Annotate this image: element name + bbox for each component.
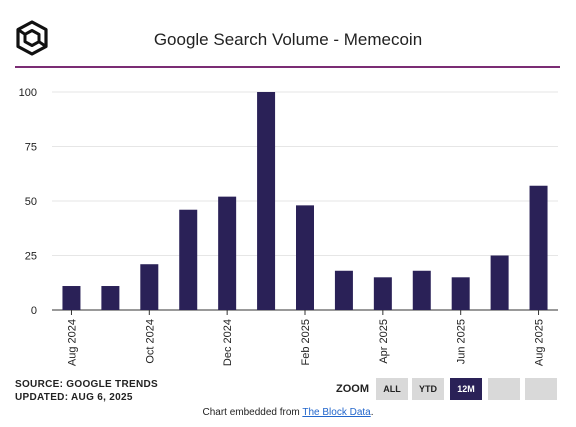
- title-divider: [15, 66, 560, 68]
- embed-prefix: Chart embedded from: [202, 407, 303, 418]
- zoom-button-all[interactable]: ALL: [376, 378, 408, 400]
- x-tick-label: Aug 2024: [66, 319, 78, 366]
- bar-aug-2025: [529, 185, 548, 310]
- x-tick-label: Oct 2024: [144, 319, 156, 364]
- bar-sep-2024: [101, 286, 120, 310]
- bar-feb-2025: [296, 205, 314, 310]
- zoom-button-empty[interactable]: [488, 378, 520, 400]
- zoom-button-ytd[interactable]: YTD: [412, 378, 444, 400]
- bar-may-2025: [412, 270, 431, 310]
- zoom-button-12m[interactable]: 12M: [450, 378, 482, 400]
- x-tick-label: Apr 2025: [378, 319, 390, 364]
- bar-nov-2024: [179, 209, 198, 310]
- bar-dec-2024: [218, 196, 237, 310]
- chart-title: Google Search Volume - Memecoin: [153, 30, 423, 49]
- x-tick-label: Jun 2025: [456, 319, 468, 364]
- bar-jan-2025: [257, 92, 276, 310]
- the-block-data-link[interactable]: The Block Data: [302, 407, 371, 418]
- bar-jul-2025: [490, 255, 509, 310]
- bar-oct-2024: [140, 264, 159, 310]
- updated-text: UPDATED: AUG 6, 2025: [15, 392, 133, 403]
- x-tick-label: Dec 2024: [222, 319, 234, 366]
- the-block-logo-icon[interactable]: [14, 20, 50, 56]
- embed-note: Chart embedded from The Block Data.: [0, 407, 576, 418]
- y-tick-label: 0: [31, 305, 37, 317]
- source-note: SOURCE: GOOGLE TRENDS UPDATED: AUG 6, 20…: [15, 378, 158, 404]
- source-text: SOURCE: GOOGLE TRENDS: [15, 379, 158, 390]
- y-tick-label: 50: [25, 196, 37, 208]
- x-tick-label: Aug 2025: [534, 319, 546, 366]
- y-tick-label: 75: [25, 142, 37, 154]
- bar-apr-2025: [373, 277, 392, 310]
- bar-chart: 0 25 50 75 100 Aug 2024 Oct 2024 Dec 2024 Feb 20…: [19, 87, 558, 366]
- zoom-label: ZOOM: [336, 383, 369, 395]
- embed-suffix: .: [370, 407, 374, 418]
- y-tick-label: 100: [19, 87, 37, 99]
- bar-jun-2025: [451, 277, 470, 310]
- zoom-button-empty[interactable]: [525, 378, 557, 400]
- x-tick-label: Feb 2025: [300, 319, 312, 365]
- y-tick-label: 25: [25, 251, 37, 263]
- bar-mar-2025: [334, 270, 353, 310]
- bar-aug-2024: [62, 286, 81, 310]
